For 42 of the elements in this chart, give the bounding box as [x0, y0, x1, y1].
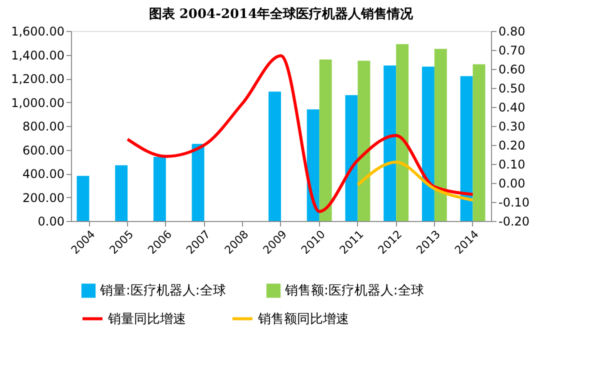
y-tick-label: 800.00 [22, 120, 64, 134]
y2-tick-label: 0.00 [498, 176, 526, 190]
bar [384, 65, 396, 221]
bar [345, 95, 358, 221]
bar [422, 66, 434, 221]
bar [306, 109, 320, 221]
y2-tick-label: 0.20 [498, 138, 526, 152]
y-tick-label: 1,000.00 [11, 96, 64, 110]
chart-title: 图表 2004-2014年全球医疗机器人销售情况 [148, 6, 414, 22]
y2-tick-label: 0.60 [498, 62, 526, 76]
y2-tick-label: 0.50 [498, 82, 526, 96]
y-tick-label: 600.00 [22, 143, 64, 158]
bar [319, 60, 332, 221]
y-tick-label: 1,600.00 [11, 24, 64, 38]
y2-tick-label: 0.10 [498, 158, 526, 172]
legend-label: 销量同比增速 [107, 312, 186, 327]
y-tick-label: 0.00 [38, 214, 64, 228]
bar [434, 48, 447, 221]
legend-label: 销量:医疗机器人:全球 [99, 284, 226, 299]
bar [115, 165, 128, 221]
y2-tick-label: 0.70 [498, 44, 526, 58]
legend-label: 销售额同比增速 [257, 312, 349, 327]
y-tick-label: 1,200.00 [11, 72, 64, 86]
y2-tick-label: 0.80 [498, 24, 526, 38]
y-tick-label: 200.00 [22, 190, 64, 205]
y2-tick-label: 0.40 [498, 100, 526, 114]
line-series [126, 54, 474, 213]
bar [268, 92, 281, 221]
bar [76, 176, 90, 221]
bar [192, 144, 204, 221]
bar [460, 76, 473, 221]
line-series [356, 160, 474, 202]
bar [153, 156, 166, 221]
legend-label: 销售额:医疗机器人:全球 [284, 284, 424, 299]
y2-tick-label: 0.30 [498, 120, 526, 134]
y2-tick-label: -0.10 [498, 196, 530, 210]
bar [472, 64, 486, 221]
y-tick-label: 400.00 [22, 167, 64, 181]
y-tick-label: 1,400.00 [11, 48, 64, 62]
bar [358, 60, 370, 221]
bar [396, 44, 409, 221]
y2-tick-label: -0.20 [498, 214, 530, 228]
